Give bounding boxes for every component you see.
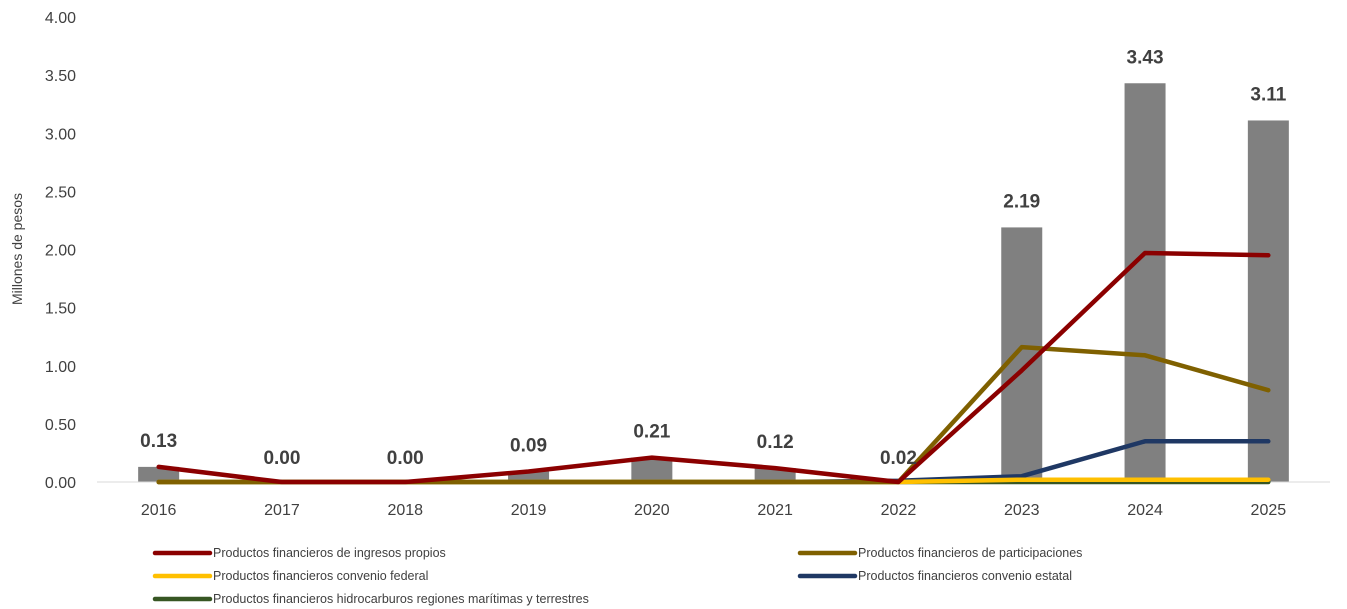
y-tick-label: 3.50: [45, 68, 76, 85]
x-tick-label: 2025: [1251, 502, 1287, 519]
legend-label-4: Productos financieros convenio estatal: [858, 569, 1072, 583]
y-tick-label: 4.00: [45, 10, 76, 27]
y-tick-label: 2.00: [45, 243, 76, 260]
x-tick-label: 2024: [1127, 502, 1163, 519]
x-axis-ticks: 2016 2017 2018 2019 2020 2021 2022 2023 2024 2025: [141, 502, 1286, 519]
legend-label-3: Productos financieros convenio federal: [213, 569, 428, 583]
data-label-2019: 0.09: [510, 436, 547, 457]
legend-label-1: Productos financieros de ingresos propio…: [213, 546, 446, 560]
bar-2021: [754, 468, 796, 482]
y-tick-label: 3.00: [45, 126, 76, 143]
x-tick-label: 2016: [141, 502, 177, 519]
data-label-2022: 0.02: [880, 448, 917, 469]
x-tick-label: 2017: [264, 502, 300, 519]
legend: Productos financieros de ingresos propio…: [152, 546, 1082, 606]
bar-2020: [631, 457, 673, 482]
data-label-2023: 2.19: [1003, 191, 1040, 212]
legend-label-2: Productos financieros de participaciones: [858, 546, 1082, 560]
y-axis-ticks: 0.00 0.50 1.00 1.50 2.00 2.50 3.00 3.50 4.00: [45, 10, 76, 492]
y-tick-label: 1.50: [45, 301, 76, 318]
data-label-2025: 3.11: [1250, 84, 1286, 105]
y-tick-label: 2.50: [45, 184, 76, 201]
x-tick-label: 2022: [881, 502, 917, 519]
bars: [138, 83, 1289, 483]
data-labels: 0.13 0.00 0.00 0.09 0.21 0.12 0.02 2.19 3.43 3.11: [140, 47, 1287, 469]
bar-2025: [1247, 120, 1289, 483]
y-tick-label: 0.00: [45, 475, 76, 492]
x-tick-label: 2020: [634, 502, 670, 519]
series-line-1: [156, 250, 1271, 485]
data-label-2024: 3.43: [1127, 47, 1164, 68]
legend-label-5: Productos financieros hidrocarburos regi…: [213, 592, 589, 606]
series-lines: [156, 250, 1271, 485]
data-label-2016: 0.13: [140, 431, 177, 452]
y-axis-title: Millones de pesos: [9, 193, 25, 305]
data-label-2020: 0.21: [633, 422, 670, 443]
data-label-2021: 0.12: [757, 432, 794, 453]
bar-2019: [508, 471, 550, 482]
x-tick-label: 2019: [511, 502, 547, 519]
x-tick-label: 2021: [757, 502, 793, 519]
y-tick-label: 1.00: [45, 359, 76, 376]
bar-2016: [138, 466, 180, 482]
x-tick-label: 2023: [1004, 502, 1040, 519]
y-tick-label: 0.50: [45, 417, 76, 434]
data-label-2018: 0.00: [387, 448, 424, 469]
bar-2024: [1124, 83, 1166, 482]
x-tick-label: 2018: [387, 502, 423, 519]
data-label-2017: 0.00: [263, 448, 300, 469]
